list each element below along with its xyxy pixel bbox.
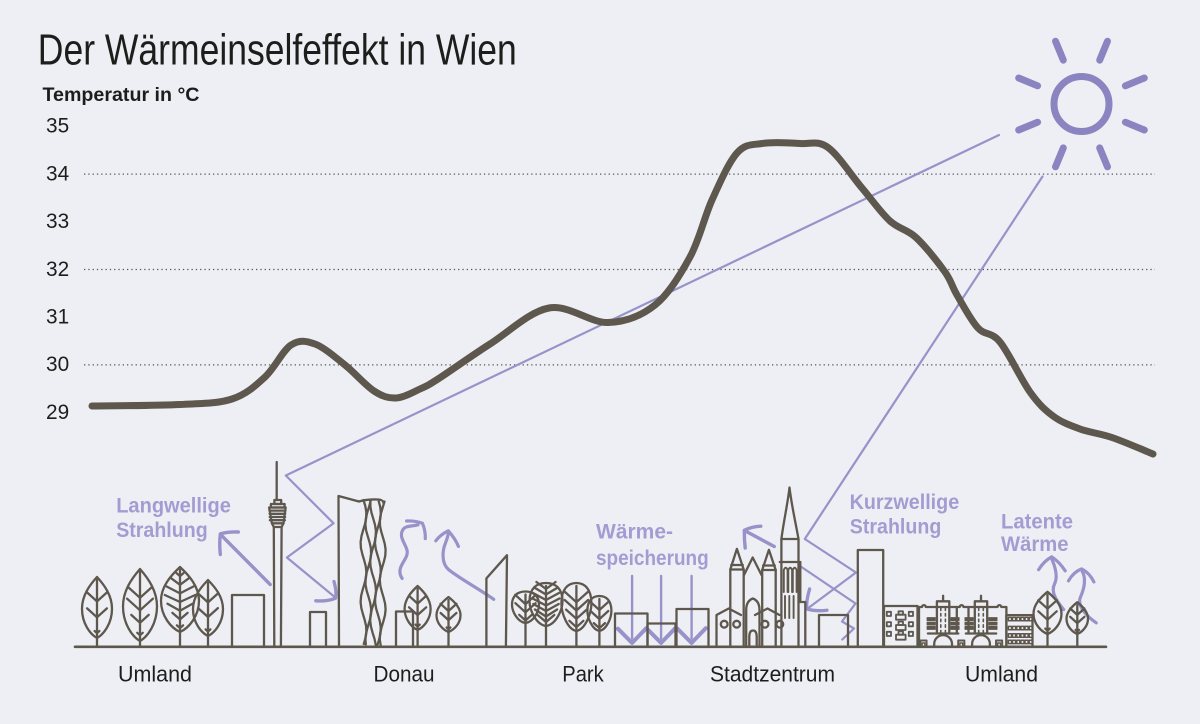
svg-text:Kurzwellige: Kurzwellige: [850, 491, 960, 514]
svg-text:Wärme: Wärme: [1001, 533, 1069, 556]
svg-text:Stadtzentrum: Stadtzentrum: [710, 662, 835, 687]
svg-text:Temperatur in °C: Temperatur in °C: [43, 84, 200, 106]
svg-text:Park: Park: [562, 662, 604, 687]
svg-text:Donau: Donau: [374, 662, 435, 687]
svg-text:Der Wärmeinselfeffekt in Wien: Der Wärmeinselfeffekt in Wien: [38, 27, 517, 75]
svg-text:33: 33: [46, 210, 69, 233]
svg-text:34: 34: [46, 162, 69, 185]
svg-text:Strahlung: Strahlung: [850, 516, 942, 539]
svg-text:30: 30: [46, 353, 69, 376]
svg-text:Strahlung: Strahlung: [116, 519, 208, 542]
svg-text:32: 32: [46, 258, 69, 281]
svg-text:Langwellige: Langwellige: [116, 495, 231, 518]
svg-text:35: 35: [46, 115, 69, 138]
svg-text:Umland: Umland: [118, 662, 192, 687]
svg-text:speicherung: speicherung: [596, 547, 709, 570]
svg-text:29: 29: [46, 401, 69, 424]
svg-text:Latente: Latente: [1001, 511, 1073, 534]
svg-text:Umland: Umland: [965, 662, 1038, 687]
svg-text:31: 31: [46, 306, 69, 329]
svg-text:Wärme-: Wärme-: [596, 520, 673, 543]
